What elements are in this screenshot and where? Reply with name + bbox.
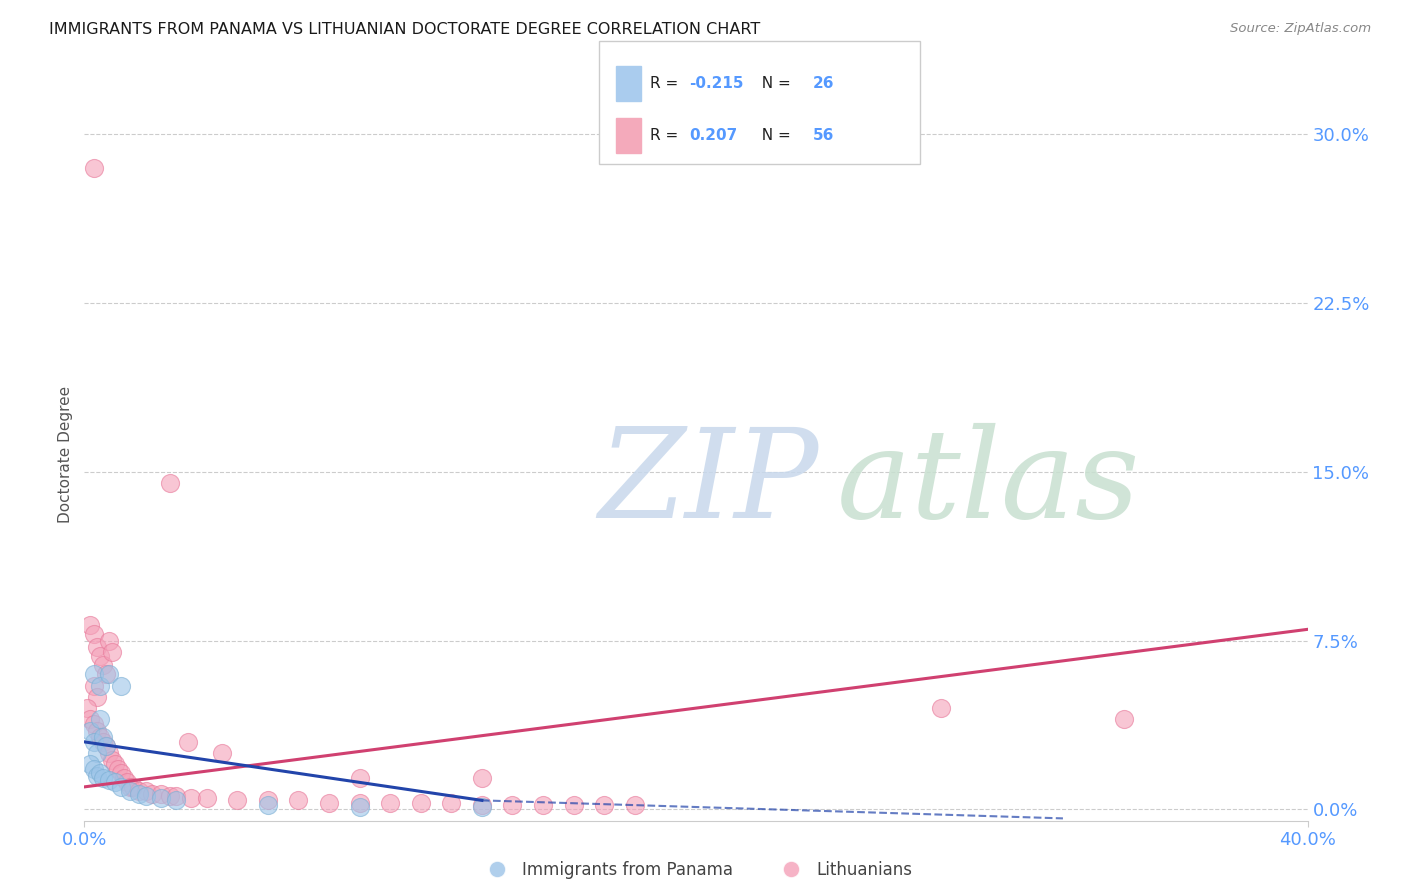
Text: 26: 26 — [813, 76, 834, 91]
Text: R =: R = — [650, 76, 683, 91]
Y-axis label: Doctorate Degree: Doctorate Degree — [58, 386, 73, 524]
Text: ZIP: ZIP — [598, 424, 818, 545]
Legend: Immigrants from Panama, Lithuanians: Immigrants from Panama, Lithuanians — [474, 855, 918, 886]
Text: N =: N = — [752, 76, 796, 91]
Text: 56: 56 — [813, 128, 834, 143]
Text: atlas: atlas — [837, 424, 1140, 545]
Text: -0.215: -0.215 — [689, 76, 744, 91]
Text: ZIPatlas: ZIPatlas — [598, 424, 1092, 545]
Text: R =: R = — [650, 128, 683, 143]
Text: Source: ZipAtlas.com: Source: ZipAtlas.com — [1230, 22, 1371, 36]
Text: 0.207: 0.207 — [689, 128, 737, 143]
Text: IMMIGRANTS FROM PANAMA VS LITHUANIAN DOCTORATE DEGREE CORRELATION CHART: IMMIGRANTS FROM PANAMA VS LITHUANIAN DOC… — [49, 22, 761, 37]
Text: N =: N = — [752, 128, 796, 143]
